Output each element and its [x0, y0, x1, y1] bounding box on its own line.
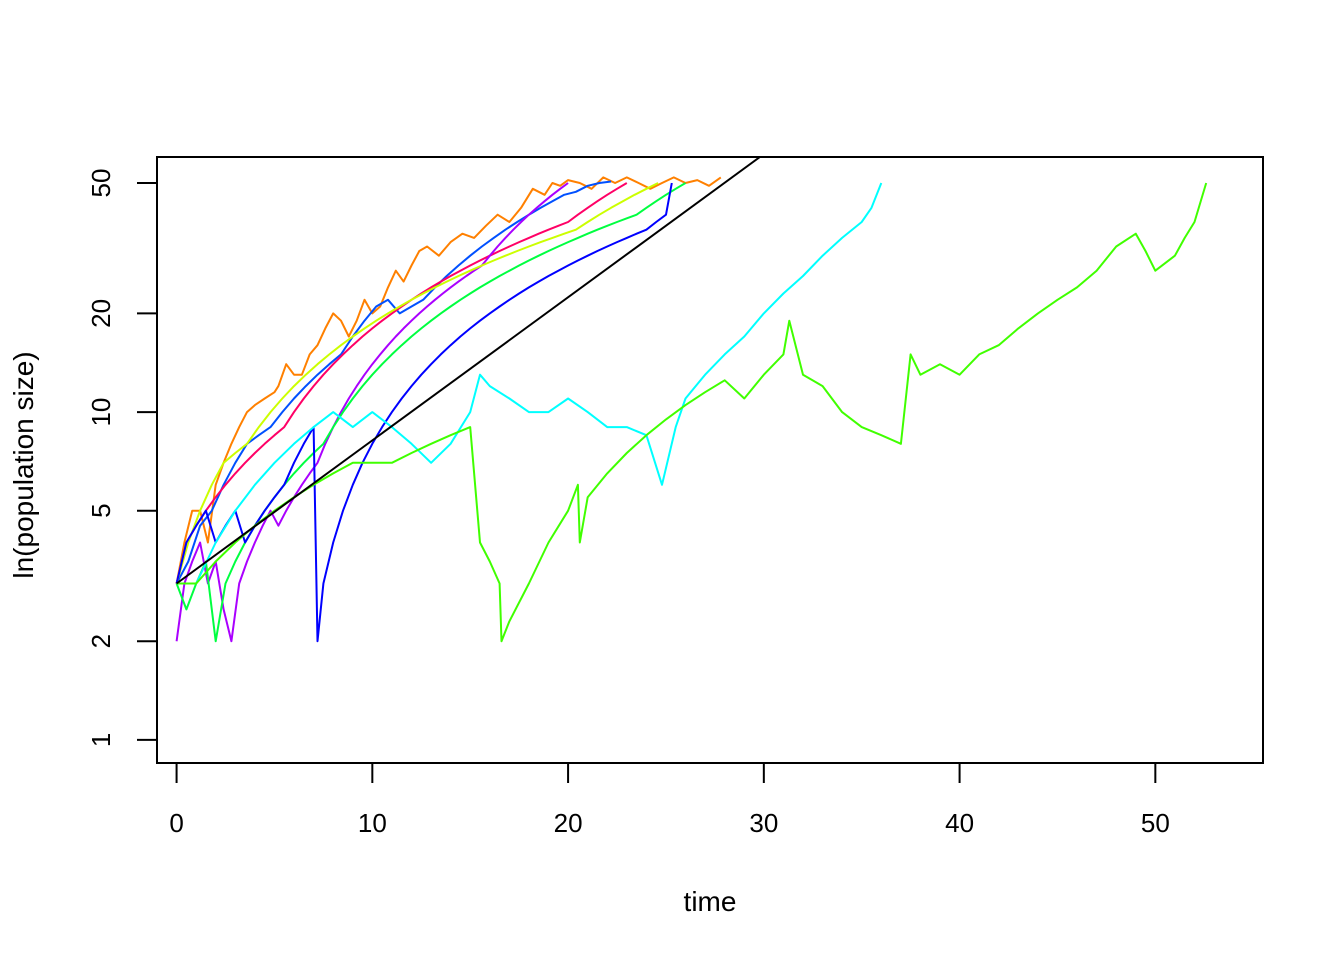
y-tick-label: 20 [86, 299, 116, 328]
series-line-8 [176, 182, 883, 585]
x-tick-label: 50 [1141, 808, 1170, 838]
series-group [175, 176, 1208, 643]
x-tick-label: 10 [358, 808, 387, 838]
series-line-7 [175, 182, 673, 643]
series-line-1 [175, 176, 722, 584]
reference-line-group [176, 157, 761, 585]
y-tick-label: 50 [86, 169, 116, 198]
y-axis-title: ln(population size) [8, 351, 39, 578]
x-tick-label: 40 [945, 808, 974, 838]
x-tick-label: 30 [749, 808, 778, 838]
series-line-4 [175, 182, 569, 643]
series-line-9 [176, 182, 1208, 643]
x-tick-label: 0 [169, 808, 183, 838]
reference-line [176, 157, 761, 585]
y-tick-label: 5 [86, 503, 116, 517]
x-tick-label: 20 [554, 808, 583, 838]
series-line-5 [175, 182, 659, 584]
x-axis-title: time [684, 886, 737, 917]
y-tick-label: 10 [86, 398, 116, 427]
y-axis: 1 2 5 10 20 50 [86, 169, 158, 747]
y-tick-label: 2 [86, 634, 116, 648]
y-tick-label: 1 [86, 733, 116, 747]
x-axis: 0 10 20 30 40 50 [169, 762, 1170, 838]
